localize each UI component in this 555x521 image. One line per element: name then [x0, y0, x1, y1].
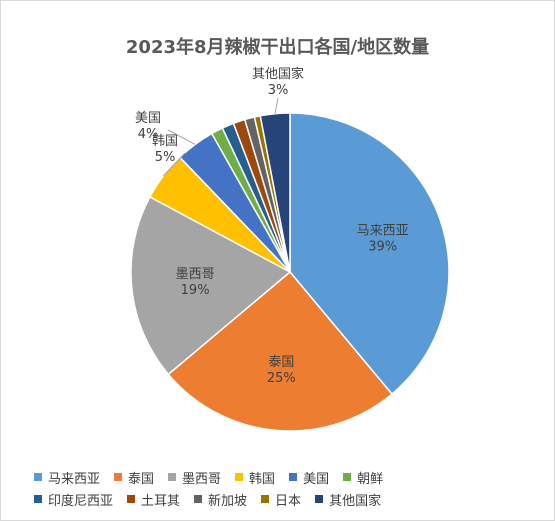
pie-slice-2: [167, 270, 394, 432]
legend-label: 土耳其: [141, 493, 181, 509]
data-label-4: 韩国 5%: [152, 134, 178, 165]
legend-label: 其他国家: [329, 493, 382, 509]
legend-item-5: 美国: [289, 468, 329, 487]
legend-swatch: [235, 473, 244, 481]
legend-item-4: 韩国: [235, 468, 275, 487]
data-label-11: 其他国家 3%: [252, 66, 304, 98]
data-label-5: 美国 4%: [135, 111, 161, 142]
legend-item-6: 朝鲜: [343, 468, 383, 487]
legend-row: 马来西亚 泰国 墨西哥 韩国 美国 朝鲜: [34, 466, 534, 488]
legend-item-7: 印度尼西亚: [34, 490, 113, 509]
legend-label: 朝鲜: [357, 471, 384, 487]
legend-swatch: [289, 473, 298, 481]
legend-swatch: [34, 473, 42, 481]
legend-swatch: [261, 495, 270, 503]
legend-item-10: 日本: [261, 490, 301, 509]
legend-swatch: [127, 495, 136, 503]
legend-item-3: 墨西哥: [168, 468, 221, 487]
leader-line-11: [274, 97, 279, 114]
legend-label: 墨西哥: [182, 471, 222, 487]
legend-item-2: 泰国: [114, 468, 154, 487]
legend-item-1: 马来西亚: [34, 468, 100, 487]
chart-title: 2023年8月辣椒干出口各国/地区数量: [125, 37, 430, 58]
legend-label: 马来西亚: [48, 471, 101, 487]
data-label-2: 泰国 25%: [267, 355, 296, 386]
legend-label: 新加坡: [208, 493, 248, 509]
pie-slice-1: [289, 112, 450, 396]
legend-label: 泰国: [128, 471, 155, 487]
data-label-3: 墨西哥 19%: [176, 267, 215, 298]
legend-swatch: [315, 495, 324, 503]
leader-line-5: [167, 129, 196, 145]
legend-swatch: [114, 473, 123, 481]
legend-item-9: 新加坡: [194, 490, 247, 509]
legend-label: 韩国: [249, 471, 276, 487]
pie-slice-3: [130, 195, 292, 376]
legend-label: 印度尼西亚: [48, 493, 114, 509]
legend-swatch: [34, 495, 42, 503]
data-label-1: 马来西亚 39%: [357, 223, 409, 254]
legend: 马来西亚 泰国 墨西哥 韩国 美国 朝鲜 印度尼西亚 土耳其 新加坡 日本 其他国家: [34, 466, 534, 510]
legend-row: 印度尼西亚 土耳其 新加坡 日本 其他国家: [34, 488, 534, 510]
legend-swatch: [343, 473, 352, 481]
legend-item-11: 其他国家: [315, 490, 381, 509]
legend-label: 美国: [303, 471, 330, 487]
legend-label: 日本: [275, 493, 302, 509]
legend-swatch: [168, 473, 177, 481]
leader-line-4: [162, 152, 186, 177]
legend-item-8: 土耳其: [127, 490, 180, 509]
legend-swatch: [194, 495, 203, 503]
